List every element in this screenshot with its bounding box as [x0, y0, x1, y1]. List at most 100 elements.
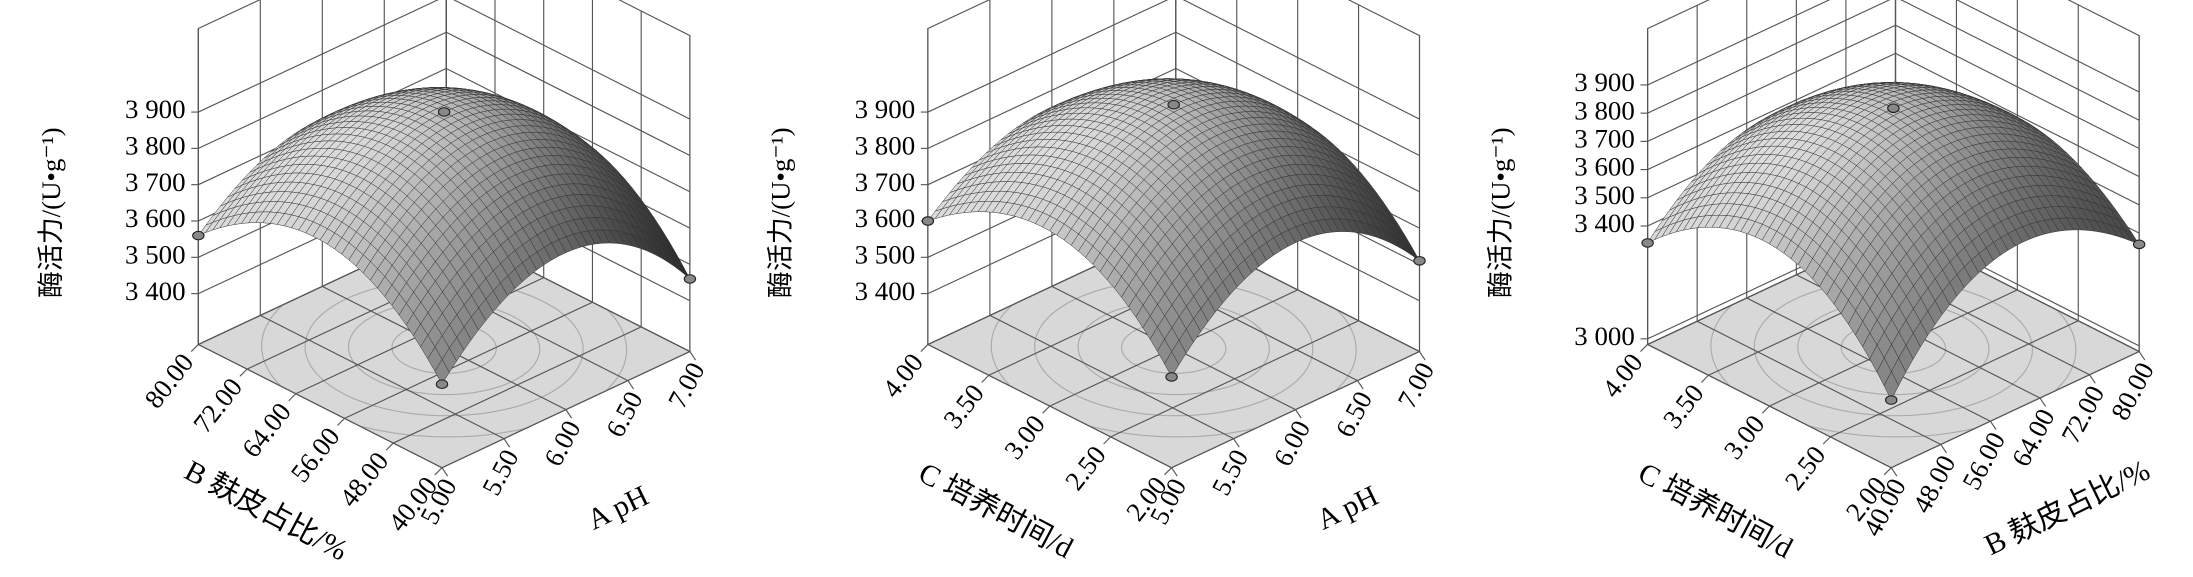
y-tick [434, 467, 443, 476]
x-tick [1940, 444, 1947, 454]
design-point [1165, 372, 1178, 382]
z-axis-title: 酶活力/(U•g⁻¹) [766, 127, 796, 298]
y-tick-label: 3.50 [937, 378, 990, 434]
y-tick-label: 3.50 [1657, 378, 1710, 434]
grid-line [1110, 4, 1360, 438]
design-point [2132, 239, 2146, 250]
design-point [1885, 395, 1898, 405]
x-tick-label: 6.00 [1268, 415, 1317, 471]
z-axis-title: 酶活力/(U•g⁻¹) [36, 127, 66, 298]
design-point [683, 274, 697, 284]
x-axis-title: B 麸皮占比/% [1979, 454, 2155, 562]
x-tick [1419, 351, 1426, 361]
x-axis-title: A pH [582, 479, 654, 537]
x-tick-label: 7.00 [662, 357, 711, 413]
z-tick-label: 3 400 [125, 276, 186, 306]
surface-cell [1883, 370, 1899, 401]
y-tick [1042, 405, 1051, 414]
z-tick-label: 3 900 [125, 94, 186, 124]
z-tick-label: 3 600 [855, 203, 916, 233]
y-tick-label: 4.00 [876, 348, 929, 404]
y-axis-title: C 培养时间/d [1633, 456, 1798, 565]
z-tick-label: 3 600 [1574, 152, 1635, 182]
z-tick-label: 3 400 [1574, 208, 1635, 238]
x-tick [441, 467, 449, 477]
y-tick-label: 64.00 [236, 397, 297, 463]
x-tick-label: 6.50 [1330, 386, 1379, 442]
x-tick [1890, 467, 1898, 477]
x-tick [1989, 420, 1997, 431]
z-tick-label: 3 800 [125, 131, 186, 161]
x-tick [689, 351, 697, 361]
y-axis-title: B 麸皮占比/% [179, 454, 353, 567]
z-tick-label: 3 900 [1574, 67, 1635, 97]
design-point [192, 230, 205, 241]
z-tick-label: 3 400 [855, 276, 916, 306]
x-tick-label: 5.50 [476, 444, 525, 500]
y-tick [920, 344, 929, 352]
z-tick-label: 3 000 [1574, 321, 1635, 351]
grid-line [1647, 0, 2140, 93]
x-tick [1233, 438, 1240, 448]
y-tick [1701, 374, 1709, 383]
z-tick-label: 3 500 [855, 239, 916, 269]
z-tick-label: 3 700 [125, 167, 186, 197]
x-tick [1171, 467, 1178, 477]
y-tick-label: 3.00 [1718, 409, 1771, 465]
y-tick-label: 48.00 [333, 446, 394, 512]
y-tick-label: 80.00 [139, 348, 200, 414]
x-tick [2138, 351, 2146, 361]
y-tick [239, 368, 248, 377]
design-point [1167, 99, 1180, 110]
x-tick [503, 438, 511, 448]
x-tick-label: 6.50 [600, 386, 649, 442]
x-tick [627, 380, 635, 390]
design-point [435, 379, 449, 390]
x-tick-label: 80.00 [2105, 357, 2160, 425]
x-tick-label: 6.00 [538, 415, 587, 471]
y-axis-title: C 培养时间/d [913, 456, 1078, 565]
grid-line [1049, 0, 1299, 407]
y-tick [1883, 467, 1892, 476]
surface-cell [1164, 351, 1180, 378]
x-tick [2039, 397, 2047, 407]
z-tick-label: 3 700 [855, 167, 916, 197]
x-tick-label: 48.00 [1907, 450, 1962, 518]
grid-line [1830, 4, 2079, 438]
grid-line [1769, 0, 2018, 407]
x-tick-label: 64.00 [2006, 404, 2061, 472]
z-tick-label: 3 600 [125, 203, 186, 233]
x-tick [2089, 374, 2096, 384]
grid-line [1647, 0, 2140, 121]
y-tick [1103, 436, 1112, 445]
grid-line [1171, 35, 1421, 469]
z-tick-label: 3 500 [125, 239, 186, 269]
x-tick-label: 56.00 [1956, 427, 2011, 495]
y-tick [1822, 436, 1831, 445]
x-tick-label: 5.50 [1206, 444, 1255, 500]
y-tick-label: 72.00 [187, 372, 248, 438]
design-point [1641, 238, 1654, 248]
grid-line [441, 35, 691, 469]
y-tick-label: 56.00 [285, 422, 346, 488]
y-tick-label: 3.00 [998, 409, 1051, 465]
surface-cell [434, 358, 450, 385]
y-tick-label: 2.50 [1779, 440, 1832, 496]
design-point [921, 216, 935, 226]
grid-line [295, 0, 545, 395]
z-axis-title: 酶活力/(U•g⁻¹) [1485, 127, 1515, 298]
z-tick-label: 3 700 [1574, 124, 1635, 154]
y-tick-label: 4.00 [1596, 348, 1649, 404]
design-point [1413, 255, 1426, 266]
grid-line [198, 0, 691, 120]
x-tick [565, 409, 573, 419]
y-tick-label: 2.50 [1059, 440, 1112, 496]
y-tick [288, 393, 297, 402]
z-tick-label: 3 800 [855, 131, 916, 161]
y-tick [1164, 467, 1172, 476]
grid-line [1891, 35, 2140, 469]
